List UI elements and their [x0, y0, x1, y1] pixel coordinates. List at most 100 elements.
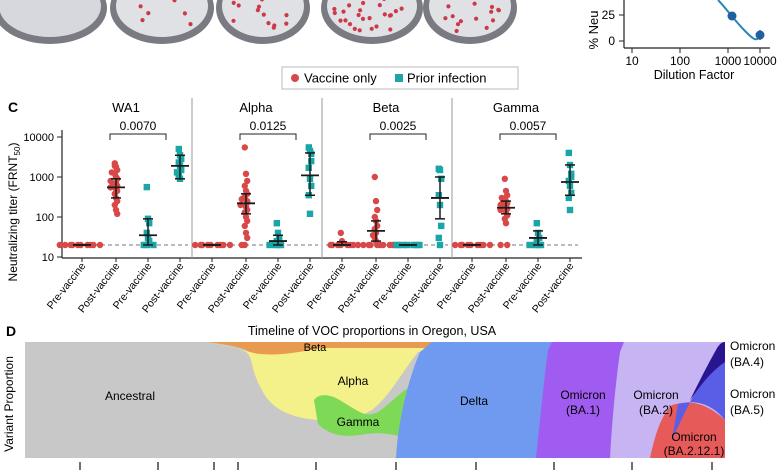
panel-c-label: C — [8, 99, 18, 115]
data-point — [192, 242, 198, 248]
data-point — [114, 211, 120, 217]
significance-bracket-alpha: 0.0125 — [240, 119, 296, 140]
plaque-spot — [491, 18, 495, 22]
plaque-spot — [343, 18, 347, 22]
plaque-spot — [231, 19, 235, 23]
subpanel-title-beta: Beta — [373, 100, 401, 115]
curve-x-tick-label: 1000 — [715, 54, 742, 68]
data-point — [327, 242, 333, 248]
plaque-spot — [357, 13, 361, 17]
data-point — [338, 230, 344, 236]
plaque-spot — [485, 26, 489, 30]
fit-curve — [718, 0, 762, 39]
plaque-plates — [0, 0, 540, 44]
plaque-spot — [338, 19, 342, 23]
data-point — [374, 207, 380, 213]
data-point — [372, 174, 378, 180]
plaque-spot — [490, 5, 494, 9]
label-beta: Beta — [304, 342, 328, 354]
curve-y-axis-label: % Neu — [586, 10, 601, 49]
data-point — [244, 235, 250, 241]
data-point — [566, 150, 572, 156]
plaque-spot — [368, 16, 372, 20]
plaque-spot — [394, 9, 398, 13]
plaque-spot — [400, 7, 404, 11]
data-point — [438, 223, 444, 229]
label-ba4-line1: Omicron — [730, 339, 775, 353]
panel-d-x-ticks — [80, 462, 712, 470]
data-point — [502, 176, 508, 182]
label-alpha: Alpha — [338, 374, 369, 388]
data-point — [526, 242, 532, 248]
label-ancestral: Ancestral — [105, 389, 155, 403]
legend-vaccine-label: Vaccine only — [304, 71, 377, 86]
label-delta: Delta — [460, 394, 488, 408]
data-point — [239, 242, 245, 248]
panel-c-marks — [57, 144, 579, 248]
data-point — [57, 242, 63, 248]
plaque-spot — [347, 3, 351, 7]
panel-c: C Vaccine only Prior infection Neutraliz… — [6, 67, 582, 315]
significance-bracket-gamma: 0.0057 — [500, 119, 556, 140]
data-point — [97, 242, 103, 248]
panel-d: D Timeline of VOC proportions in Oregon,… — [2, 323, 775, 470]
legend-marker-vaccine — [291, 74, 299, 82]
legend-marker-prior — [395, 74, 403, 82]
plaque-spot — [459, 19, 463, 23]
plaque-spot — [140, 18, 144, 22]
plaque-spot — [266, 21, 270, 25]
subpanel-title-alpha: Alpha — [239, 100, 273, 115]
data-point — [242, 223, 248, 229]
data-point — [227, 242, 233, 248]
plaque-spot — [332, 7, 336, 11]
panel-c-y-axis-label: Neutralizing titer (FRNT50) — [6, 143, 22, 282]
plaque-spot — [388, 14, 392, 18]
data-point — [393, 242, 399, 248]
data-point — [436, 235, 442, 241]
data-point — [504, 242, 510, 248]
data-point — [306, 165, 312, 171]
y-tick-label: 10000 — [23, 132, 54, 144]
plaque-spot — [496, 8, 500, 12]
plaque-spot — [272, 26, 276, 30]
plaque-spot — [353, 27, 357, 31]
plaque-spot — [146, 11, 150, 15]
panel-c-x-tick-labels: Pre-vaccinePost-vaccinePre-vaccinePost-v… — [45, 258, 577, 315]
data-point — [308, 183, 314, 189]
curve-x-tick-label: 10000 — [743, 54, 777, 68]
plaque-spot — [455, 29, 459, 33]
data-point — [308, 151, 314, 157]
data-point — [308, 158, 314, 164]
label-ba5-line2: (BA.5) — [730, 403, 764, 417]
label-ba2-line2: (BA.2) — [639, 403, 673, 417]
curve-x-axis-label: Dilution Factor — [654, 68, 735, 82]
data-point — [307, 211, 313, 217]
plaque-spot — [237, 3, 241, 7]
plaque-spot — [451, 14, 455, 18]
plaque-spot — [370, 27, 374, 31]
curve-x-tick-label: 10 — [625, 54, 639, 68]
data-point — [437, 167, 443, 173]
label-ba1-line1: Omicron — [560, 388, 605, 402]
label-ba4-line2: (BA.4) — [730, 355, 764, 369]
plaque-spot — [473, 2, 477, 6]
plaque-spot — [188, 22, 192, 26]
data-point — [437, 242, 443, 248]
data-point — [109, 169, 115, 175]
panel-d-label: D — [6, 323, 16, 339]
data-point — [144, 184, 150, 190]
plaque-spot — [474, 17, 478, 21]
plaque-spot — [348, 22, 352, 26]
plaque-spot — [183, 11, 187, 15]
legend-prior-label: Prior infection — [407, 71, 486, 86]
data-point — [416, 242, 422, 248]
pvalue-gamma: 0.0057 — [510, 119, 547, 133]
label-gamma: Gamma — [337, 415, 380, 429]
pvalue-alpha: 0.0125 — [250, 119, 287, 133]
panel-d-y-axis-label: Variant Proportion — [2, 356, 16, 452]
plaque-spot — [358, 28, 362, 32]
label-ba5-line1: Omicron — [730, 387, 775, 401]
neutralization-curve-panel: % Neu 25 0 10 100 1000 10000 Dilution Fa… — [586, 0, 777, 82]
